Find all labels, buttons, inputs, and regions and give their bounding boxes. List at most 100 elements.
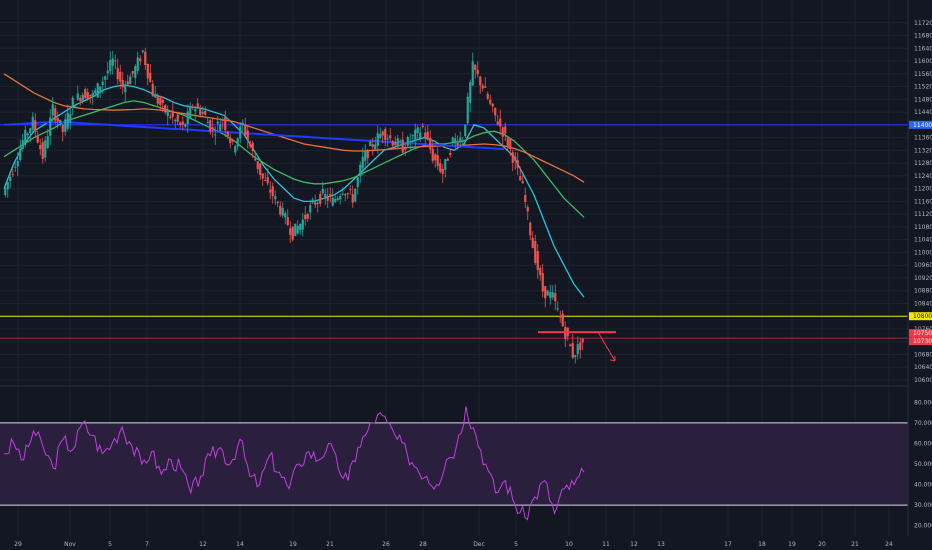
time-tick-label: 14 bbox=[236, 541, 244, 548]
candle-body bbox=[284, 213, 287, 218]
candle-body bbox=[49, 117, 52, 136]
candle-body bbox=[159, 97, 162, 105]
price-badge-label: 10750.0 bbox=[913, 330, 932, 337]
candle-body bbox=[59, 119, 62, 124]
time-axis[interactable]: 29 Nov 5 7 12 14 19 21 26 28 Dec 5 10 11 12 13 17 18 19 20 2… bbox=[14, 541, 893, 548]
candle-body bbox=[306, 213, 309, 219]
drawings[interactable] bbox=[538, 331, 616, 362]
candle-body bbox=[204, 110, 207, 115]
price-tick-label: 11200.0 bbox=[914, 186, 932, 193]
price-tick-label: 10840.0 bbox=[914, 300, 932, 307]
candle-body bbox=[361, 156, 364, 169]
price-tick-label: 11720.0 bbox=[914, 20, 932, 27]
candle-body bbox=[156, 96, 159, 104]
candle-body bbox=[244, 125, 247, 136]
price-tick-label: 10680.0 bbox=[914, 351, 932, 358]
candle-body bbox=[539, 267, 542, 276]
candle-body bbox=[169, 116, 172, 118]
candle-body bbox=[119, 71, 122, 82]
candle-body bbox=[574, 355, 577, 358]
candle-body bbox=[554, 293, 557, 302]
candle-body bbox=[384, 129, 387, 140]
candle-body bbox=[516, 160, 519, 168]
candle-body bbox=[39, 144, 42, 150]
candle-body bbox=[179, 122, 182, 125]
candle-body bbox=[466, 96, 469, 123]
candle-body bbox=[546, 290, 549, 296]
candle-body bbox=[414, 129, 417, 141]
candle-body bbox=[296, 226, 299, 234]
candle-body bbox=[51, 104, 54, 116]
candle-body bbox=[199, 109, 202, 115]
candle-body bbox=[216, 121, 219, 124]
candle-body bbox=[226, 131, 229, 137]
candle-body bbox=[211, 127, 214, 130]
price-tick-label: 10640.0 bbox=[914, 364, 932, 371]
price-tick-label: 11560.0 bbox=[914, 71, 932, 78]
rsi-panel bbox=[3, 406, 585, 521]
candle-body bbox=[541, 273, 544, 292]
price-tick-label: 11480.0 bbox=[914, 96, 932, 103]
candle-body bbox=[129, 76, 132, 84]
rsi-tick-label: 80.0000 bbox=[914, 399, 932, 406]
price-tick-label: 11240.0 bbox=[914, 173, 932, 180]
candle-body bbox=[499, 118, 502, 127]
candle-body bbox=[454, 138, 457, 144]
candle-body bbox=[276, 201, 279, 203]
candle-body bbox=[259, 163, 262, 175]
candle-body bbox=[61, 124, 64, 132]
candle-body bbox=[54, 108, 57, 121]
candle-body bbox=[446, 158, 449, 161]
candle-body bbox=[336, 198, 339, 200]
candle-body bbox=[504, 126, 507, 134]
candle-body bbox=[469, 82, 472, 103]
candle-body bbox=[26, 133, 29, 136]
candle-body bbox=[484, 86, 487, 88]
candle-body bbox=[411, 135, 414, 137]
candle-body bbox=[196, 103, 199, 108]
candle-body bbox=[559, 315, 562, 318]
candle-body bbox=[76, 93, 79, 100]
candle-body bbox=[521, 181, 524, 184]
horizontal-levels[interactable] bbox=[0, 124, 908, 339]
rsi-axis[interactable]: 80.0000 70.0000 60.0000 50.0000 40.0000 30.00… bbox=[914, 399, 932, 529]
time-tick-label: 26 bbox=[382, 541, 390, 548]
candle-body bbox=[434, 154, 437, 161]
candle-body bbox=[111, 58, 114, 66]
candle-body bbox=[309, 205, 312, 213]
candle-body bbox=[149, 72, 152, 82]
candle-body bbox=[391, 141, 394, 146]
candle-body bbox=[449, 153, 452, 155]
candle-body bbox=[549, 292, 552, 299]
candle-body bbox=[556, 308, 559, 310]
candle-body bbox=[374, 144, 377, 150]
candle-body bbox=[346, 193, 349, 195]
candle-body bbox=[291, 226, 294, 240]
candle-body bbox=[241, 122, 244, 126]
candle-body bbox=[496, 121, 499, 125]
candle-body bbox=[126, 81, 129, 85]
price-badge bbox=[909, 329, 932, 338]
candle-body bbox=[491, 103, 494, 107]
candle-body bbox=[96, 83, 99, 98]
candle-body bbox=[4, 187, 7, 196]
candle-body bbox=[69, 114, 72, 123]
rsi-tick-label: 40.0000 bbox=[914, 482, 932, 489]
price-tick-label: 11320.0 bbox=[914, 147, 932, 154]
candle-body bbox=[514, 157, 517, 161]
candle-body bbox=[209, 120, 212, 132]
candle-body bbox=[436, 155, 439, 166]
candle-body bbox=[399, 140, 402, 142]
candle-body bbox=[86, 92, 89, 100]
candle-body bbox=[269, 189, 272, 193]
candle-body bbox=[279, 206, 282, 215]
candle-body bbox=[294, 223, 297, 236]
candle-body bbox=[6, 182, 9, 190]
candle-body bbox=[251, 142, 254, 152]
price-tick-label: 11640.0 bbox=[914, 45, 932, 52]
candle-body bbox=[281, 208, 284, 216]
time-tick-label: 21 bbox=[326, 541, 334, 548]
candle-body bbox=[311, 199, 314, 203]
candle-body bbox=[301, 219, 304, 230]
